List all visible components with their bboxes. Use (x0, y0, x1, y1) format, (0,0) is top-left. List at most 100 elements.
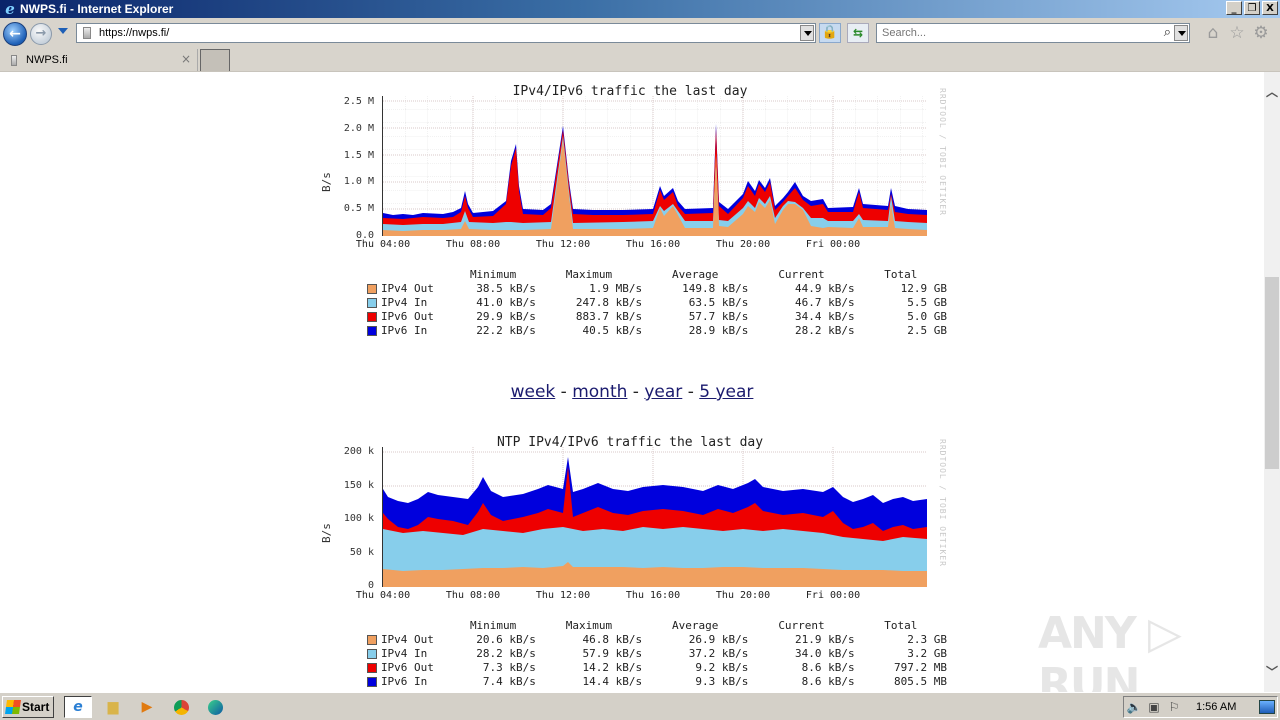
search-box[interactable]: ⌕ (876, 23, 1190, 43)
legend-row-ipv6-in: IPv6 In 22.2 kB/s 40.5 kB/s 28.9 kB/s 28… (367, 324, 947, 338)
value-cur: 34.0 kB/s (795, 647, 855, 660)
search-input[interactable] (882, 27, 1152, 39)
swatch-ipv4-in (367, 298, 377, 308)
restore-button[interactable]: ❐ (1244, 1, 1260, 15)
series-name: IPv6 In (380, 675, 428, 688)
value-total: 5.0 GB (907, 310, 948, 323)
value-cur: 44.9 kB/s (795, 282, 855, 295)
scroll-down-chevron-icon[interactable]: ﹀ (1265, 665, 1278, 679)
lock-icon: 🔒 (821, 25, 839, 40)
value-total: 805.5 MB (894, 675, 948, 688)
graph-title: NTP IPv4/IPv6 traffic the last day (496, 435, 764, 450)
value-total: 2.5 GB (907, 324, 948, 337)
value-total: 12.9 GB (900, 282, 948, 295)
value-total: 5.5 GB (907, 296, 948, 309)
minimize-button[interactable]: _ (1226, 1, 1242, 15)
taskbar-internet-explorer[interactable]: e (64, 696, 92, 718)
tab-close-icon[interactable]: × (180, 52, 191, 66)
forward-button[interactable]: → (30, 23, 52, 45)
value-max: 40.5 kB/s (582, 324, 643, 337)
legend-row-ipv6-out: IPv6 Out 7.3 kB/s 14.2 kB/s 9.2 kB/s 8.6… (367, 661, 947, 675)
header-minimum: Minimum (469, 619, 517, 632)
search-dropdown-button[interactable] (1174, 25, 1188, 41)
address-dropdown-button[interactable] (800, 25, 814, 41)
value-avg: 9.3 kB/s (695, 675, 749, 688)
start-button[interactable]: Start (2, 696, 54, 718)
legend-row-ipv6-out: IPv6 Out 29.9 kB/s 883.7 kB/s 57.7 kB/s … (367, 310, 947, 324)
show-desktop-icon[interactable] (1259, 700, 1275, 714)
graph-legend: Minimum Maximum Average Current Total IP… (367, 268, 947, 338)
header-average: Average (672, 619, 719, 632)
swatch-ipv4-out (367, 284, 377, 294)
x-tick: Thu 16:00 (625, 239, 681, 250)
value-max: 14.4 kB/s (582, 675, 643, 688)
taskbar-file-explorer[interactable]: ▆ (99, 696, 127, 718)
recent-pages-dropdown[interactable] (58, 28, 68, 34)
clock[interactable]: 1:56 AM (1196, 701, 1237, 713)
magnifier-icon[interactable]: ⌕ (1163, 25, 1171, 40)
network-icon[interactable]: ▣ (1148, 700, 1160, 714)
header-maximum: Maximum (565, 619, 613, 632)
action-center-flag-icon[interactable]: ⚐ (1168, 700, 1180, 714)
media-player-icon: ▶ (141, 699, 153, 715)
legend-row-ipv4-in: IPv4 In 41.0 kB/s 247.8 kB/s 63.5 kB/s 4… (367, 296, 947, 310)
taskbar-media-player[interactable]: ▶ (133, 696, 161, 718)
chrome-icon (173, 699, 189, 715)
y-tick: 0.5 M (343, 203, 374, 214)
vertical-scrollbar[interactable]: ︿ ﹀ (1264, 72, 1280, 692)
scrollbar-thumb[interactable] (1265, 277, 1279, 469)
edge-icon (207, 699, 223, 715)
navigation-bar: ← → https://nwps.fi/ 🔒 ⇆ ⌕ ⌂ ☆ ⚙ (0, 18, 1280, 48)
close-button[interactable]: X (1262, 1, 1278, 15)
series-name: IPv4 Out (380, 633, 434, 646)
x-tick: Fri 00:00 (805, 239, 861, 250)
value-avg: 26.9 kB/s (688, 633, 749, 646)
value-max: 883.7 kB/s (575, 310, 643, 323)
refresh-button[interactable]: ⇆ (847, 23, 869, 43)
address-bar[interactable]: https://nwps.fi/ (76, 23, 816, 43)
separator: - (555, 382, 573, 402)
legend-row-ipv4-out: IPv4 Out 38.5 kB/s 1.9 MB/s 149.8 kB/s 4… (367, 282, 947, 296)
value-avg: 28.9 kB/s (688, 324, 749, 337)
plot-area (382, 447, 927, 587)
taskbar-chrome[interactable] (167, 696, 195, 718)
graph-title: IPv4/IPv6 traffic the last day (512, 84, 748, 99)
value-cur: 8.6 kB/s (801, 675, 855, 688)
value-min: 38.5 kB/s (476, 282, 536, 295)
link-week[interactable]: week (510, 382, 556, 402)
page-content: IPv4/IPv6 traffic the last day B/s 2.5 M… (0, 72, 1264, 692)
link-5-year[interactable]: 5 year (699, 382, 754, 402)
star-icon[interactable]: ☆ (1229, 23, 1245, 43)
windows-logo-icon (5, 700, 21, 714)
home-icon[interactable]: ⌂ (1207, 23, 1219, 43)
security-lock-button[interactable]: 🔒 (819, 23, 841, 43)
scroll-up-chevron-icon[interactable]: ︿ (1265, 85, 1278, 99)
address-url[interactable]: https://nwps.fi/ (99, 27, 170, 39)
new-tab-button[interactable] (200, 49, 230, 71)
link-year[interactable]: year (644, 382, 683, 402)
volume-icon[interactable]: 🔈 (1126, 700, 1142, 714)
graph-legend: Minimum Maximum Average Current Total IP… (367, 619, 947, 689)
series-name: IPv4 Out (380, 282, 434, 295)
link-month[interactable]: month (572, 382, 628, 402)
value-max: 46.8 kB/s (582, 633, 643, 646)
header-total: Total (884, 268, 918, 281)
traffic-area-chart (383, 96, 927, 236)
swatch-ipv6-in (367, 326, 377, 336)
value-avg: 37.2 kB/s (688, 647, 749, 660)
value-min: 28.2 kB/s (476, 647, 536, 660)
value-max: 247.8 kB/s (575, 296, 643, 309)
back-button[interactable]: ← (3, 22, 27, 46)
value-max: 1.9 MB/s (589, 282, 643, 295)
x-tick: Thu 08:00 (445, 590, 501, 601)
window-titlebar: e NWPS.fi - Internet Explorer _ ❐ X (0, 0, 1280, 18)
value-cur: 21.9 kB/s (795, 633, 855, 646)
value-max: 14.2 kB/s (582, 661, 643, 674)
taskbar-edge[interactable] (201, 696, 229, 718)
anyrun-watermark: ANY ▷ RUN (1038, 608, 1182, 692)
swatch-ipv4-in (367, 649, 377, 659)
ntp-area-chart (383, 447, 927, 587)
legend-row-ipv4-out: IPv4 Out 20.6 kB/s 46.8 kB/s 26.9 kB/s 2… (367, 633, 947, 647)
tab-nwps[interactable]: NWPS.fi × (3, 49, 198, 71)
gear-icon[interactable]: ⚙ (1253, 23, 1269, 43)
